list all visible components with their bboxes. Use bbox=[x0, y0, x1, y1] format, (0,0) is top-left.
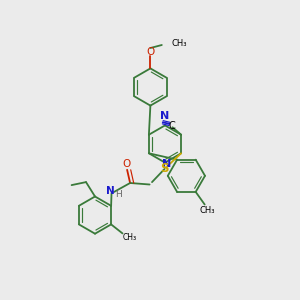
Text: CH₃: CH₃ bbox=[123, 232, 137, 242]
Text: CH₃: CH₃ bbox=[199, 206, 215, 215]
Text: N: N bbox=[106, 186, 114, 196]
Text: O: O bbox=[146, 47, 154, 57]
Text: H: H bbox=[115, 190, 122, 199]
Text: O: O bbox=[122, 159, 130, 170]
Text: C: C bbox=[168, 121, 175, 131]
Text: N: N bbox=[162, 159, 171, 169]
Text: N: N bbox=[160, 111, 169, 121]
Text: S: S bbox=[160, 162, 169, 176]
Text: CH₃: CH₃ bbox=[172, 39, 188, 48]
